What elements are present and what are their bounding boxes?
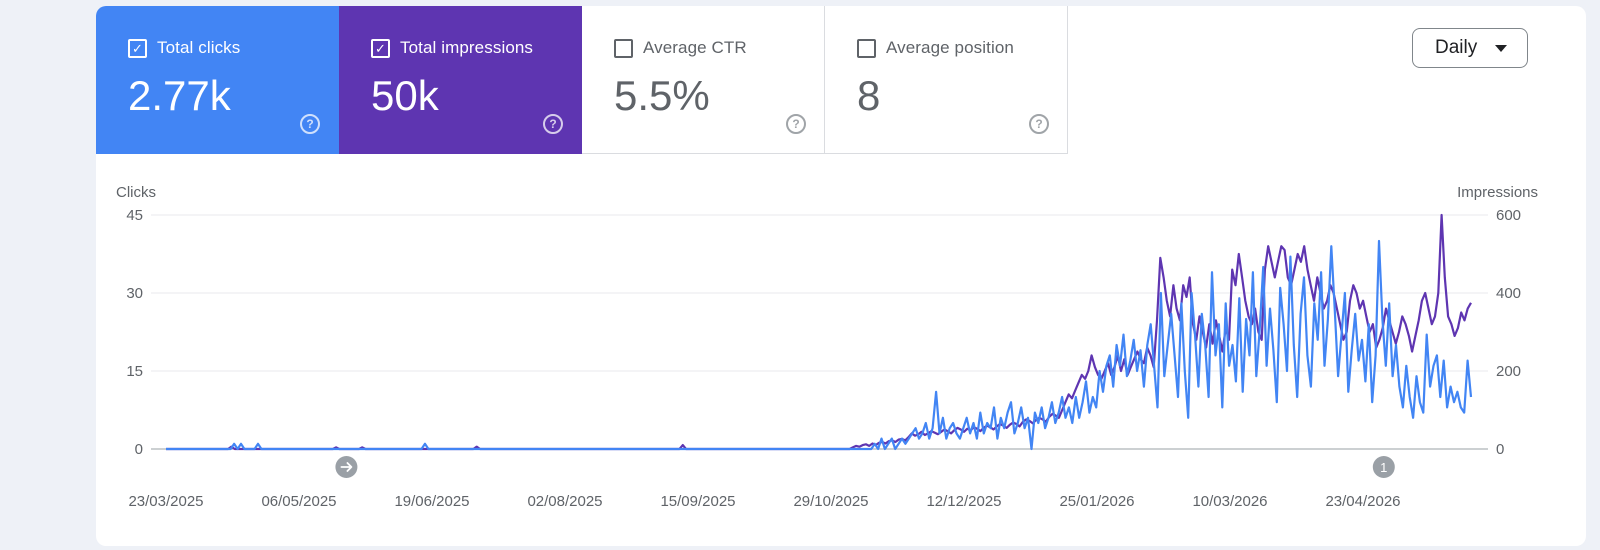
- metric-label: Total clicks: [157, 38, 241, 57]
- x-axis-tick-label: 23/04/2026: [1325, 493, 1400, 510]
- metric-total-clicks[interactable]: ✓ Total clicks 2.77k ?: [96, 6, 339, 154]
- performance-chart: Clicks Impressions 45 30 15 0 600 400 200 0 23…: [116, 184, 1538, 510]
- right-axis-title: Impressions: [1457, 184, 1538, 201]
- checkbox-checked-icon[interactable]: ✓: [371, 38, 390, 58]
- metric-label: Average CTR: [643, 38, 747, 57]
- granularity-label: Daily: [1435, 37, 1478, 58]
- left-axis-tick-label: 15: [126, 363, 143, 380]
- metric-total-impressions[interactable]: ✓ Total impressions 50k ?: [339, 6, 582, 154]
- series-line-impressions: [166, 213, 1472, 451]
- x-axis-tick-label: 15/09/2025: [660, 493, 735, 510]
- metric-value: 50k: [371, 72, 439, 119]
- annotation-count-label: 1: [1380, 460, 1387, 475]
- left-axis-tick-label: 0: [135, 441, 143, 458]
- metric-label: Total impressions: [400, 38, 534, 57]
- metric-label: Average position: [886, 38, 1014, 57]
- left-axis-title: Clicks: [116, 184, 156, 201]
- right-axis-tick-label: 400: [1496, 285, 1521, 302]
- series-line-clicks: [166, 239, 1473, 451]
- help-circle-icon[interactable]: ?: [1029, 114, 1049, 134]
- right-axis-tick-label: 0: [1496, 441, 1504, 458]
- metric-value: 5.5%: [614, 72, 710, 119]
- metric-average-position[interactable]: Average position 8 ?: [825, 6, 1068, 154]
- left-axis-tick-label: 45: [126, 207, 143, 224]
- x-axis-tick-label: 25/01/2026: [1059, 493, 1134, 510]
- caret-down-icon: [1495, 45, 1507, 52]
- checkbox-unchecked-icon[interactable]: [857, 38, 876, 58]
- x-axis-tick-label: 12/12/2025: [926, 493, 1001, 510]
- performance-card: ✓ Total clicks 2.77k ? ✓ Total impressio…: [96, 6, 1586, 546]
- help-circle-icon[interactable]: ?: [786, 114, 806, 134]
- metric-value: 2.77k: [128, 72, 231, 119]
- right-axis-tick-label: 600: [1496, 207, 1521, 224]
- annotation-marker-count[interactable]: [1372, 456, 1395, 478]
- x-axis-tick-label: 19/06/2025: [394, 493, 469, 510]
- x-axis-tick-label: 23/03/2025: [128, 493, 203, 510]
- metric-average-ctr[interactable]: Average CTR 5.5% ?: [582, 6, 825, 154]
- right-axis-tick-label: 200: [1496, 363, 1521, 380]
- checkbox-unchecked-icon[interactable]: [614, 38, 633, 58]
- help-circle-icon[interactable]: ?: [543, 114, 563, 134]
- granularity-dropdown[interactable]: Daily: [1412, 28, 1528, 68]
- x-axis-tick-label: 02/08/2025: [527, 493, 602, 510]
- arrow-right-icon: [340, 462, 353, 472]
- x-axis-tick-label: 10/03/2026: [1192, 493, 1267, 510]
- x-axis-tick-label: 06/05/2025: [261, 493, 336, 510]
- help-circle-icon[interactable]: ?: [300, 114, 320, 134]
- x-axis-tick-label: 29/10/2025: [793, 493, 868, 510]
- metric-value: 8: [857, 72, 881, 119]
- checkbox-checked-icon[interactable]: ✓: [128, 38, 147, 58]
- metric-tabs: ✓ Total clicks 2.77k ? ✓ Total impressio…: [96, 6, 1068, 154]
- left-axis-tick-label: 30: [126, 285, 143, 302]
